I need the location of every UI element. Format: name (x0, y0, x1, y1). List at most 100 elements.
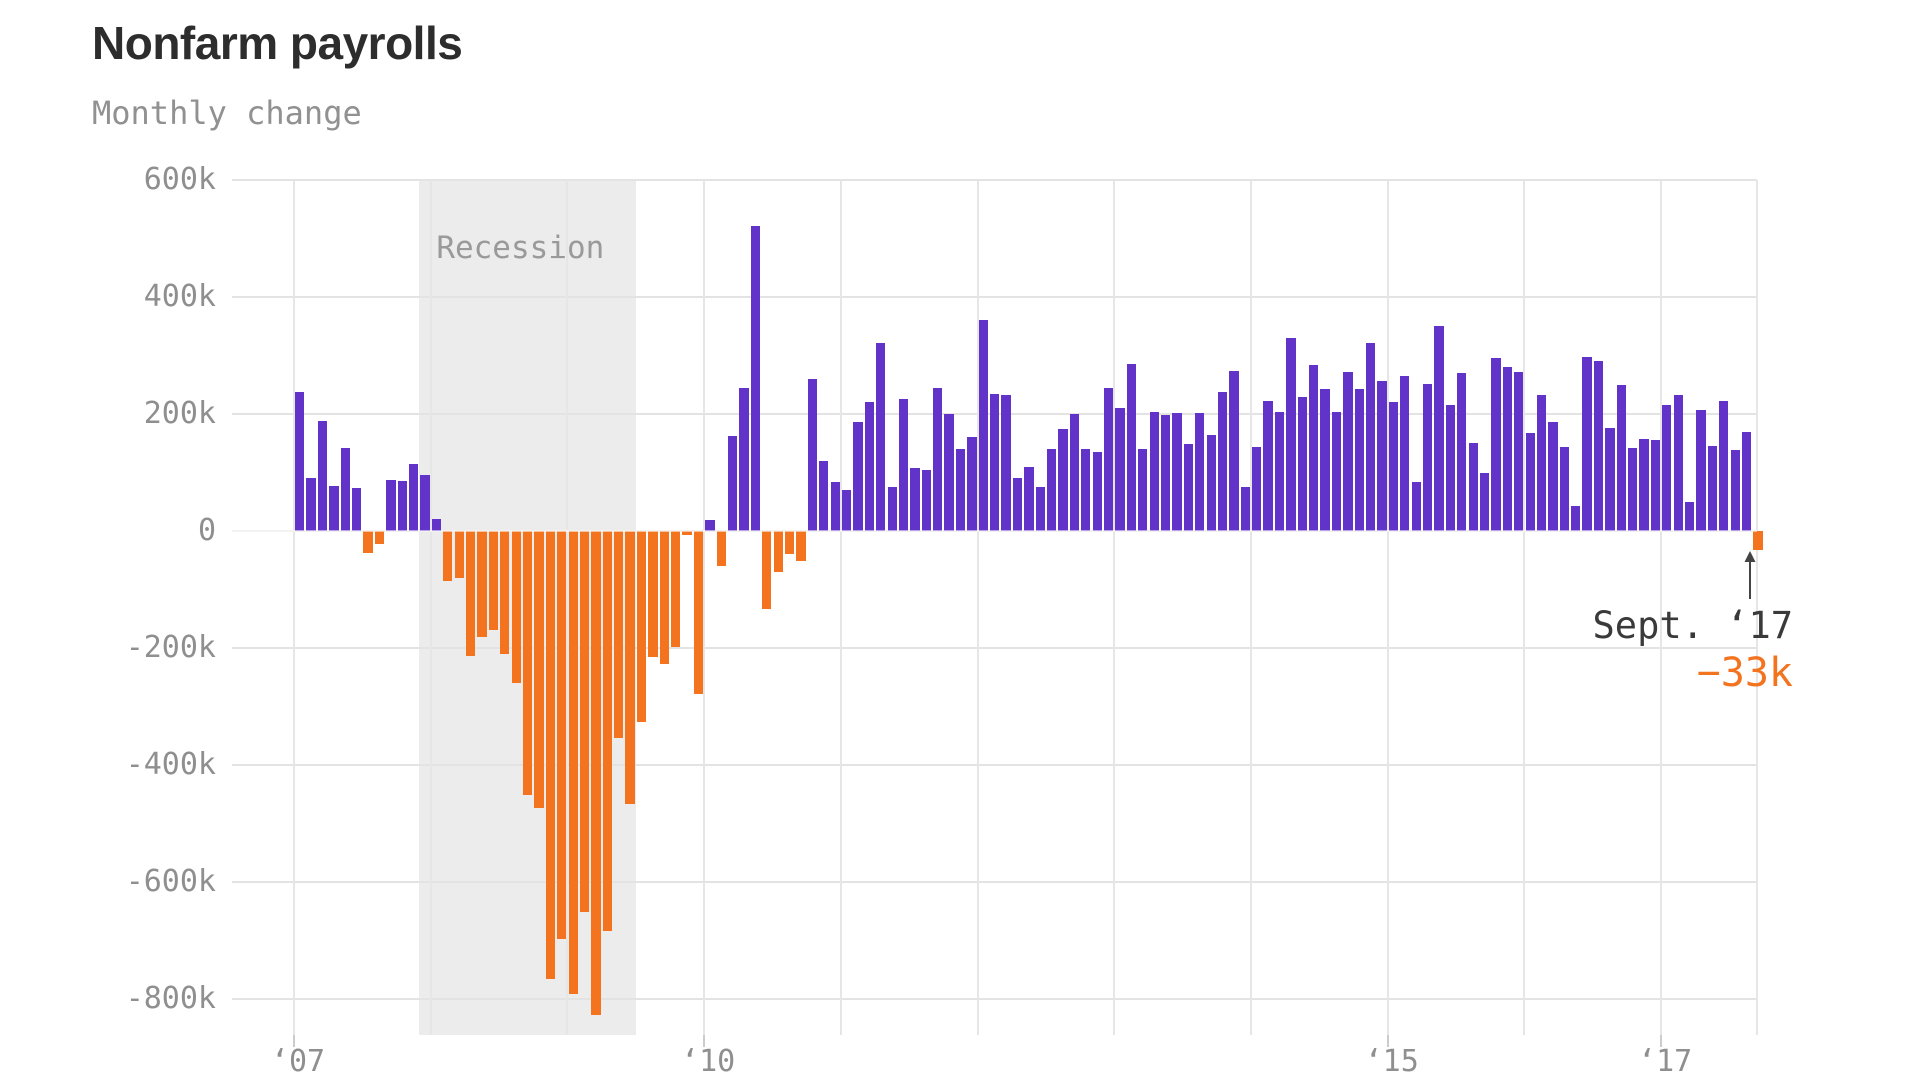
bar-positive (1650, 440, 1661, 531)
bar-positive (1479, 472, 1490, 531)
bar-positive (1206, 435, 1216, 531)
bar-negative (522, 531, 533, 796)
gridline-horizontal (232, 881, 1757, 883)
bar-positive (1286, 337, 1296, 531)
bar-negative (625, 531, 635, 805)
bar-negative (636, 531, 647, 723)
bar-positive (1605, 428, 1615, 531)
bar-positive (1696, 409, 1706, 531)
bar-positive (420, 474, 430, 531)
bar-positive (409, 464, 419, 531)
bar-negative (671, 531, 681, 647)
bar-positive (1616, 385, 1626, 531)
bar-positive (431, 519, 442, 531)
bar-positive (1001, 395, 1011, 531)
bar-positive (1411, 481, 1421, 531)
gridline-horizontal (232, 764, 1757, 766)
bar-positive (1730, 450, 1740, 531)
bar-negative (363, 531, 373, 554)
bar-positive (876, 342, 886, 531)
x-axis-tick (703, 1035, 706, 1047)
bar-positive (306, 478, 316, 531)
bar-negative (454, 531, 464, 578)
bar-positive (1366, 343, 1376, 531)
bar-positive (1434, 326, 1444, 531)
y-axis-tick-label: 0 (197, 513, 216, 548)
bar-positive (1035, 486, 1045, 531)
gridline-vertical (1386, 180, 1389, 1035)
y-axis-tick-label: 600k (143, 162, 216, 197)
bar-positive (1536, 394, 1547, 531)
gridline-vertical (1523, 180, 1526, 1035)
gridline-horizontal (232, 296, 1757, 298)
bar-positive (1012, 478, 1023, 531)
bar-negative (545, 531, 556, 979)
bar-positive (1468, 443, 1478, 531)
bar-positive (1388, 401, 1399, 531)
bar-positive (887, 487, 897, 531)
bar-negative (784, 531, 795, 555)
bar-positive (1047, 449, 1057, 531)
bar-positive (807, 378, 818, 531)
bar-positive (1229, 370, 1239, 531)
x-axis-tick-label: ‘15 (1364, 1044, 1419, 1079)
bar-positive (340, 447, 350, 531)
bar-positive (1514, 372, 1524, 531)
bar-positive (1217, 392, 1228, 531)
bar-positive (1457, 373, 1467, 531)
bar-negative (534, 531, 544, 809)
bar-positive (1172, 413, 1182, 531)
gridline-vertical (293, 180, 295, 1035)
gridline-vertical (839, 180, 842, 1035)
chart-subtitle: Monthly change (92, 94, 362, 132)
bar-positive (397, 480, 407, 531)
gridline-vertical (976, 180, 979, 1035)
x-axis-tick-label: ‘07 (270, 1044, 326, 1079)
bar-positive (1502, 367, 1512, 531)
bar-positive (1309, 364, 1319, 531)
bar-negative (465, 531, 476, 656)
bar-positive (1400, 375, 1410, 531)
x-axis-tick-label: ‘10 (681, 1044, 736, 1079)
bar-negative (568, 531, 578, 994)
bar-positive (1445, 405, 1456, 531)
bar-negative (591, 531, 601, 1015)
x-axis-tick (293, 1035, 295, 1047)
bar-positive (317, 421, 328, 531)
bar-negative (579, 531, 590, 912)
bar-positive (1707, 446, 1718, 531)
bar-positive (1582, 357, 1592, 531)
bar-positive (1240, 487, 1250, 531)
y-axis-tick-label: 400k (143, 279, 216, 314)
bar-positive (1115, 408, 1125, 531)
bar-positive (898, 399, 909, 531)
bar-positive (910, 468, 920, 531)
bar-positive (1092, 452, 1102, 531)
bar-negative (648, 531, 658, 658)
gridline-horizontal (232, 179, 1757, 181)
bar-negative (773, 531, 783, 572)
bar-positive (819, 461, 829, 531)
bar-negative (716, 531, 726, 567)
gridline-vertical (429, 180, 432, 1035)
bar-positive (329, 485, 339, 531)
bar-positive (295, 391, 305, 531)
bar-negative (614, 531, 624, 739)
y-axis-tick-label: -400k (125, 747, 216, 782)
bar-positive (1719, 401, 1729, 531)
bar-positive (728, 435, 738, 531)
bar-positive (990, 393, 1000, 531)
gridline-horizontal (232, 998, 1757, 1000)
bar-negative (488, 531, 499, 631)
bar-positive (1684, 501, 1695, 531)
bar-positive (1138, 448, 1148, 531)
bar-positive (1593, 360, 1604, 531)
gridline-horizontal (232, 647, 1757, 649)
bar-positive (352, 488, 362, 531)
bar-positive (1343, 372, 1353, 531)
bar-positive (1377, 381, 1387, 531)
y-axis-tick-label: -600k (125, 864, 216, 899)
bar-negative (511, 531, 521, 683)
